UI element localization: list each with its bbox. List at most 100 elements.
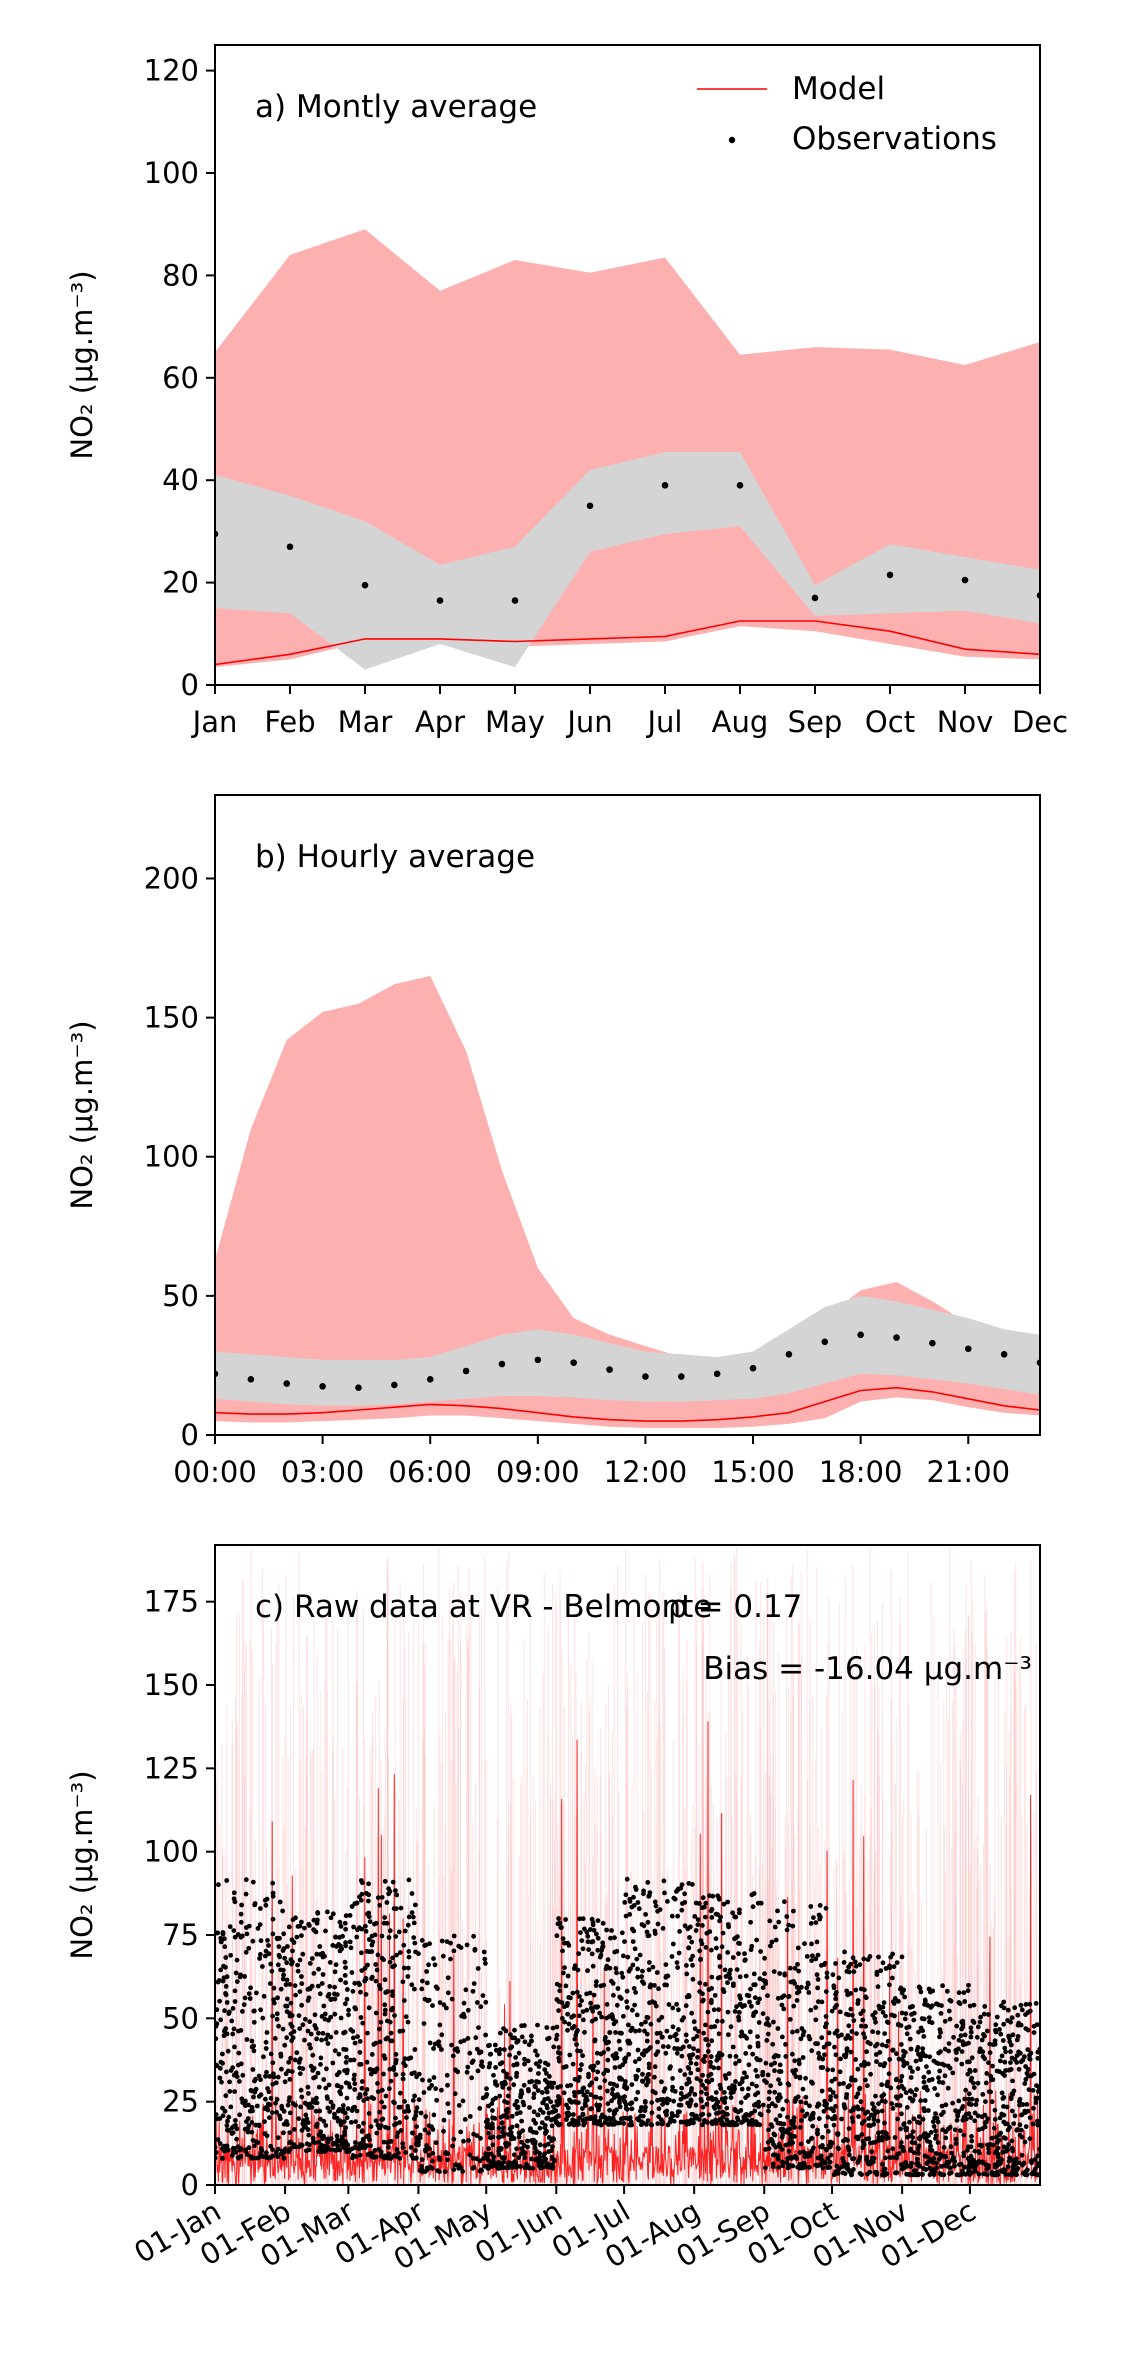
observation-point [594,2050,600,2056]
observation-point [550,2116,556,2122]
observation-point [220,1931,226,1937]
observation-point [254,2103,260,2109]
observation-point [1000,2038,1006,2043]
observation-point [307,2019,313,2025]
observation-point [982,2124,988,2130]
observation-point [354,1934,360,1940]
observation-point [821,1338,829,1346]
observation-point [811,2145,816,2151]
observation-point [610,2053,616,2059]
observation-point [835,2131,841,2137]
observation-point [983,2162,989,2168]
observation-point [934,2165,939,2171]
observation-point [295,1968,301,1974]
observation-point [1012,2005,1018,2011]
observation-point [942,2046,948,2052]
observation-point [512,2027,517,2033]
y-tick-label: 0 [181,1418,199,1452]
observation-point [230,2031,236,2037]
observation-point [1003,2172,1009,2178]
observation-point [576,2013,582,2019]
observation-point [841,1960,847,1965]
observation-point [647,2000,652,2006]
observation-point [976,2149,981,2154]
observation-point [370,1939,376,1945]
observation-point [531,2091,537,2097]
observation-point [596,2107,601,2113]
observation-point [1035,2095,1040,2101]
observation-point [732,2009,738,2014]
observation-point [931,2058,937,2064]
observation-point [261,2054,266,2060]
observation-point [927,2139,933,2145]
observation-point [243,2148,249,2154]
observation-point [313,1929,319,1935]
observation-point [911,2150,917,2156]
observation-point [749,2081,755,2087]
observation-point [439,2032,445,2038]
observation-point [368,2071,374,2077]
observation-point [823,2014,829,2019]
observation-point [901,2086,907,2092]
observation-point [925,2159,931,2165]
observation-point [684,1963,689,1968]
observation-point [780,2106,786,2112]
observation-point [786,2148,792,2154]
observation-point [819,2157,825,2163]
observation-point [298,2087,304,2093]
observation-point [882,2061,888,2066]
observation-point [401,2060,406,2066]
observation-point [626,2040,631,2046]
observation-point [431,2075,437,2080]
observation-point [999,2003,1004,2009]
observation-point [833,1996,839,2002]
observation-point [887,1965,893,1971]
observation-point [927,2054,933,2060]
observation-point [653,2003,659,2009]
observation-point [469,2075,474,2081]
observation-point [533,2048,538,2054]
observation-point [565,2083,570,2089]
observation-point [853,2094,859,2100]
observation-point [841,2081,846,2086]
observation-point [686,2092,692,2097]
observation-point [242,1995,248,2001]
observation-point [716,2007,722,2012]
observation-point [830,2067,836,2073]
observation-point [1003,2049,1008,2055]
observation-point [387,2066,393,2072]
observation-point [419,2163,424,2169]
observation-point [246,2145,252,2151]
axes-frame [214,794,1041,1436]
observation-point [650,1964,656,1970]
observation-point [705,2120,710,2125]
observation-point [965,1988,971,1994]
observation-point [935,2092,940,2098]
observation-point [687,1935,692,1940]
observation-point [393,2072,399,2078]
observation-point [409,1891,415,1896]
observation-point [704,2101,710,2107]
observation-point [630,2007,635,2013]
observation-point [842,1949,847,1955]
observation-point [584,2097,590,2103]
observation-point [233,2122,238,2128]
observation-point [765,1993,770,1999]
observation-point [1017,2132,1023,2138]
observation-point [914,2047,920,2053]
observation-point [633,1990,638,1995]
observation-point [999,2090,1005,2096]
observation-point [984,2071,990,2076]
observation-point [367,1919,373,1924]
correlation-annotation: ρ = 0.17 [668,1589,802,1625]
observation-point [514,2146,519,2152]
observation-point [686,1992,692,1998]
observation-point [313,2074,318,2080]
observation-point [662,1890,667,1896]
observation-point [708,2059,713,2065]
observation-point [654,1970,660,1975]
observation-point [225,2118,230,2124]
observation-point [851,2167,856,2172]
observation-point [763,2060,769,2066]
